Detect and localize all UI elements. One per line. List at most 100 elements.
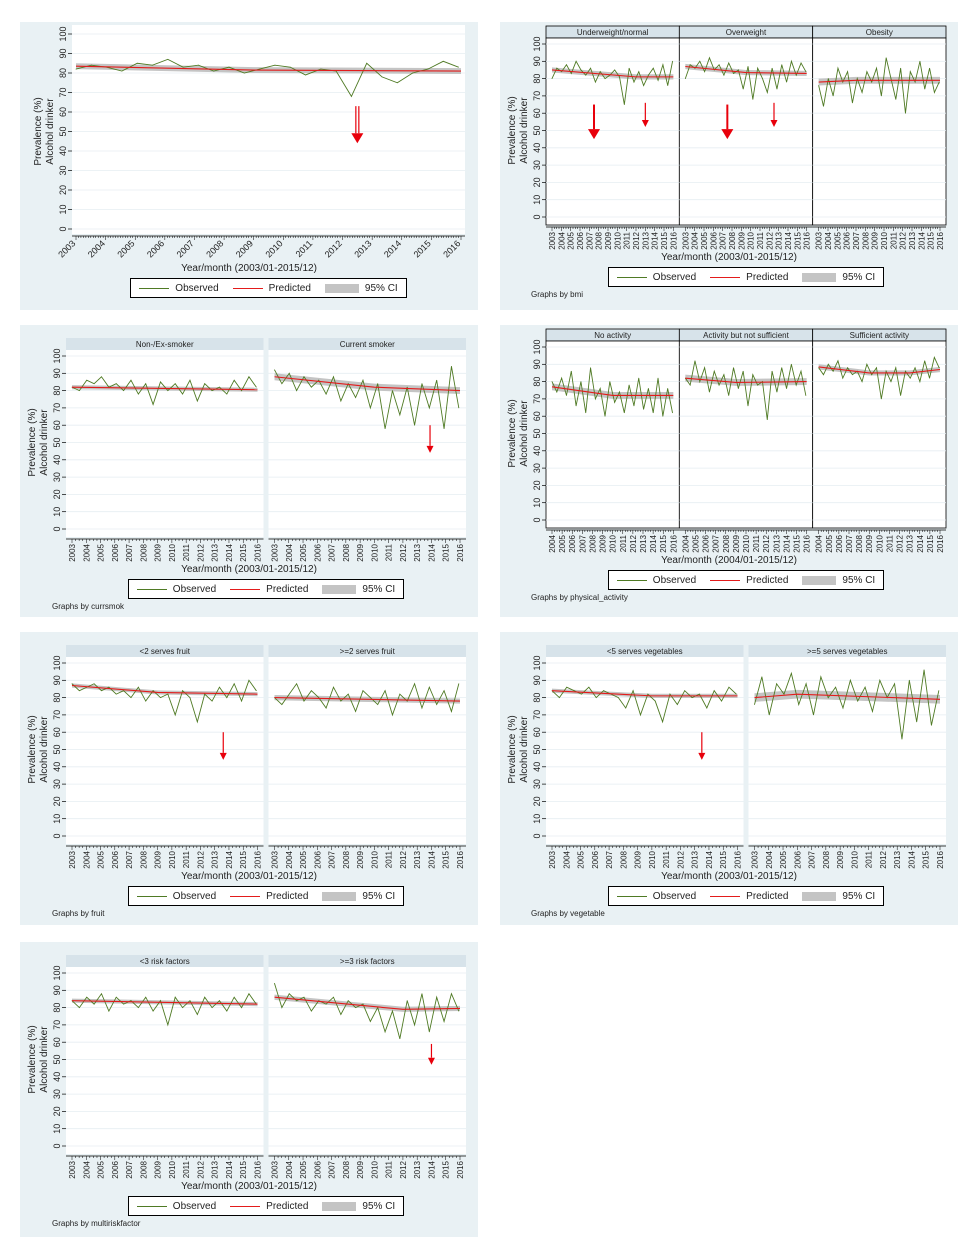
observed-point <box>647 388 649 389</box>
y-tick-label: 60 <box>532 108 542 118</box>
facet-1: 2003 2004 2005 2006 2007 2008 2009 2010 2011 2012… <box>56 25 465 260</box>
observed-point <box>78 1007 80 1008</box>
observed-point <box>735 693 737 695</box>
figure-7: 0 10 20 30 40 50 60 70 80 90 100 Prevalence (%) Alco… <box>20 942 478 1237</box>
observed-point <box>709 57 710 59</box>
observed-point <box>781 367 783 369</box>
observed-point <box>667 388 669 389</box>
observed-point <box>241 1007 242 1008</box>
observed-point <box>362 690 364 692</box>
x-tick-label: 2015 <box>793 534 802 552</box>
y-tick-label: 50 <box>532 428 542 438</box>
facet-2: >=5 serves vegetables 2003 2004 2005 2006 200… <box>748 645 946 869</box>
chart-svg: 0 10 20 30 40 50 60 70 80 90 100 Prevalence (%) Alco… <box>33 25 465 260</box>
observed-point <box>747 405 749 407</box>
observed-point <box>866 363 868 365</box>
x-tick-label: 2004 <box>82 850 91 868</box>
x-tick-label: 2016 <box>734 850 743 868</box>
observed-swatch <box>616 579 647 581</box>
graphs-by-note: Graphs by currsmok <box>52 602 125 611</box>
x-tick-label: 2014 <box>782 534 791 552</box>
observed-line <box>274 366 460 429</box>
observed-line <box>71 679 257 724</box>
observed-point <box>652 67 654 69</box>
x-tick-label: 2007 <box>175 238 196 259</box>
observed-point <box>643 85 645 86</box>
x-tick-label: 2009 <box>154 543 163 561</box>
observed-point <box>289 66 291 68</box>
observed-point <box>916 721 918 723</box>
x-tick-label: 2016 <box>936 534 945 552</box>
observed-point <box>628 67 630 69</box>
observed-point <box>818 367 820 369</box>
observed-point <box>742 370 744 372</box>
observed-point <box>625 707 627 709</box>
observed-point <box>78 690 80 692</box>
observed-point <box>325 1003 327 1005</box>
observed-point <box>895 98 897 100</box>
observed-point <box>909 377 911 379</box>
observed-point <box>137 686 139 688</box>
observed-point <box>694 360 696 362</box>
x-tick-label: 2015 <box>659 534 668 552</box>
facet-title: Overweight <box>726 28 767 37</box>
observed-point <box>384 428 386 430</box>
x-tick-label: 2016 <box>803 231 812 249</box>
observed-point <box>340 400 342 402</box>
observed-point <box>791 60 792 62</box>
observed-point <box>296 1000 298 1002</box>
y-tick-label: 0 <box>58 226 68 231</box>
observed-point <box>805 395 807 396</box>
observed-point <box>699 693 700 695</box>
observed-point <box>384 690 386 692</box>
y-tick-label: 60 <box>532 411 542 421</box>
x-axis-label: Year/month (2004/01-2015/12) <box>661 555 797 566</box>
arrow-down-icon <box>219 752 227 760</box>
observed-point <box>288 372 290 374</box>
y-axis-label: Alcohol drinker <box>519 716 530 783</box>
x-axis-label: Year/month (2003/01-2015/12) <box>661 871 797 882</box>
x-tick-label: 2003 <box>271 1160 280 1178</box>
x-tick-label: 2006 <box>111 850 120 868</box>
x-tick-label: 2007 <box>845 534 854 552</box>
observed-point <box>213 70 215 72</box>
y-tick-label: 80 <box>52 1003 62 1013</box>
observed-point <box>167 58 169 60</box>
y-tick-label: 50 <box>52 1054 62 1064</box>
observed-point <box>849 679 851 681</box>
facet-title: Obesity <box>866 28 893 37</box>
x-tick-label: 2009 <box>604 231 613 249</box>
observed-point <box>776 683 778 685</box>
arrow-down-icon <box>698 752 706 760</box>
plot-area <box>66 967 264 1154</box>
observed-point <box>333 686 334 688</box>
observed-point <box>340 1014 342 1015</box>
observed-point <box>310 690 312 692</box>
y-tick-label: 30 <box>52 472 62 482</box>
x-tick-label: 2013 <box>352 238 373 259</box>
x-tick-label: 2012 <box>896 534 905 552</box>
observed-point <box>458 683 460 685</box>
legend: Observed Predicted 95% CI <box>127 579 405 599</box>
observed-point <box>167 1024 169 1026</box>
predicted-line <box>818 79 940 83</box>
x-tick-label: 2010 <box>875 534 884 552</box>
x-tick-label: 2007 <box>712 534 721 552</box>
legend-predicted: Predicted <box>746 574 789 586</box>
observed-point <box>771 67 773 69</box>
observed-point <box>684 690 686 692</box>
facet-title: Sufficient activity <box>850 331 909 340</box>
observed-point <box>919 381 921 382</box>
predicted-line <box>551 386 674 396</box>
observed-point <box>228 66 230 68</box>
observed-point <box>885 57 887 59</box>
x-tick-label: 2012 <box>196 850 205 868</box>
observed-point <box>115 996 117 998</box>
observed-point <box>776 88 778 90</box>
observed-point <box>310 386 312 388</box>
x-tick-label: 2014 <box>705 850 714 868</box>
y-tick-label: 10 <box>52 814 62 824</box>
observed-point <box>914 367 916 369</box>
